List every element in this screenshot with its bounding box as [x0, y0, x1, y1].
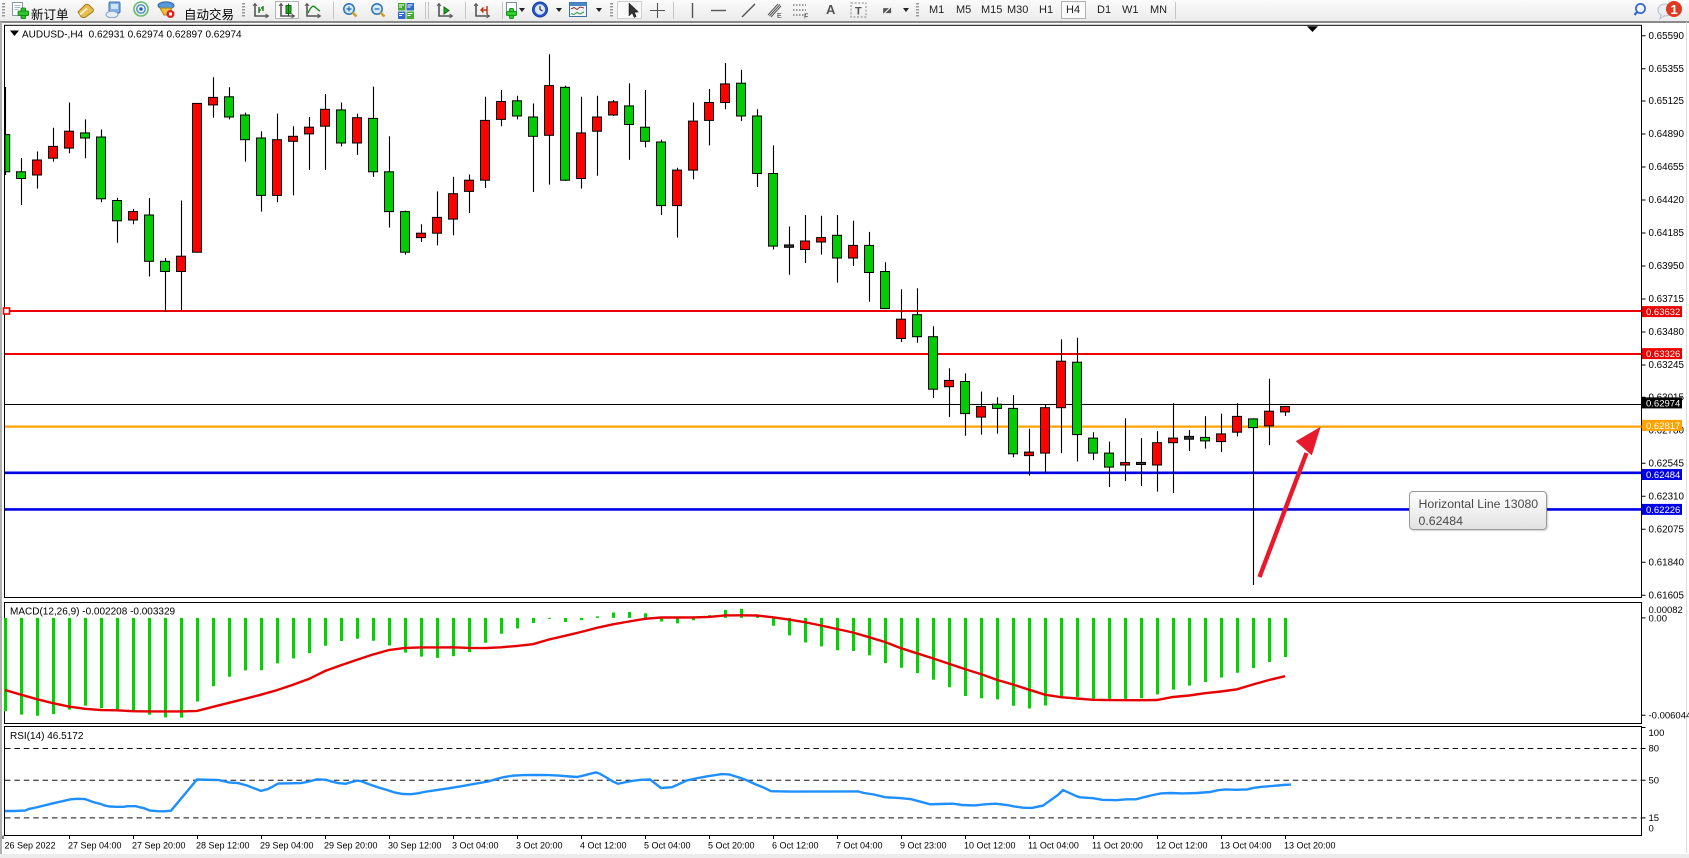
svg-text:30 Sep 12:00: 30 Sep 12:00: [388, 840, 442, 850]
svg-text:0.62974: 0.62974: [1646, 398, 1680, 409]
svg-text:MACD(12,26,9) -0.002208 -0.003: MACD(12,26,9) -0.002208 -0.003329: [10, 607, 176, 618]
svg-text:3 Oct 20:00: 3 Oct 20:00: [516, 840, 563, 850]
svg-text:0.64185: 0.64185: [1649, 228, 1685, 239]
svg-text:0.62310: 0.62310: [1649, 491, 1685, 502]
svg-text:13 Oct 20:00: 13 Oct 20:00: [1284, 840, 1336, 850]
svg-text:0.65590: 0.65590: [1649, 31, 1685, 42]
svg-text:E: E: [777, 13, 782, 19]
svg-text:10 Oct 12:00: 10 Oct 12:00: [964, 840, 1016, 850]
svg-text:80: 80: [1649, 744, 1660, 755]
svg-text:0: 0: [1649, 824, 1654, 835]
svg-text:0.63715: 0.63715: [1649, 294, 1685, 305]
svg-text:0.62780: 0.62780: [1649, 425, 1685, 436]
svg-text:3 Oct 04:00: 3 Oct 04:00: [452, 840, 499, 850]
svg-text:0.61840: 0.61840: [1649, 557, 1685, 568]
svg-text:0.65125: 0.65125: [1649, 96, 1685, 107]
svg-text:0.64890: 0.64890: [1649, 129, 1685, 140]
svg-text:29 Sep 04:00: 29 Sep 04:00: [260, 840, 314, 850]
svg-text:0.61605: 0.61605: [1649, 590, 1685, 601]
svg-text:0.63245: 0.63245: [1649, 360, 1685, 371]
svg-text:4 Oct 12:00: 4 Oct 12:00: [580, 840, 627, 850]
svg-text:0.64420: 0.64420: [1649, 195, 1685, 206]
svg-text:AUDUSD-,H4 0.62931 0.62974 0.: AUDUSD-,H4 0.62931 0.62974 0.62897 0.629…: [22, 30, 242, 41]
svg-text:RSI(14) 46.5172: RSI(14) 46.5172: [10, 731, 84, 742]
svg-text:5 Oct 04:00: 5 Oct 04:00: [644, 840, 691, 850]
svg-text:27 Sep 20:00: 27 Sep 20:00: [132, 840, 186, 850]
svg-text:26 Sep 2022: 26 Sep 2022: [5, 840, 56, 850]
svg-text:6 Oct 12:00: 6 Oct 12:00: [772, 840, 819, 850]
svg-text:11 Oct 04:00: 11 Oct 04:00: [1028, 840, 1079, 850]
svg-text:29 Sep 20:00: 29 Sep 20:00: [324, 840, 378, 850]
svg-text:T: T: [855, 6, 862, 18]
svg-text:28 Sep 12:00: 28 Sep 12:00: [196, 840, 250, 850]
svg-text:7 Oct 04:00: 7 Oct 04:00: [836, 840, 883, 850]
svg-text:0.63950: 0.63950: [1649, 261, 1685, 272]
svg-text:-0.006044: -0.006044: [1649, 711, 1689, 722]
svg-text:0.62226: 0.62226: [1646, 505, 1680, 516]
svg-text:0.62075: 0.62075: [1649, 524, 1685, 535]
svg-text:9 Oct 23:00: 9 Oct 23:00: [900, 840, 947, 850]
svg-text:5 Oct 20:00: 5 Oct 20:00: [708, 840, 755, 850]
svg-text:0.63480: 0.63480: [1649, 327, 1685, 338]
svg-text:0.62484: 0.62484: [1646, 470, 1680, 481]
svg-text:27 Sep 04:00: 27 Sep 04:00: [68, 840, 122, 850]
svg-text:0.65355: 0.65355: [1649, 64, 1685, 75]
svg-text:12 Oct 12:00: 12 Oct 12:00: [1156, 840, 1208, 850]
svg-text:0.62545: 0.62545: [1649, 458, 1685, 469]
svg-text:13 Oct 04:00: 13 Oct 04:00: [1220, 840, 1272, 850]
svg-text:0.63326: 0.63326: [1646, 349, 1680, 360]
svg-text:50: 50: [1649, 776, 1660, 787]
svg-text:F: F: [804, 14, 808, 21]
svg-text:0.64655: 0.64655: [1649, 162, 1685, 173]
svg-text:0.62817: 0.62817: [1646, 421, 1680, 432]
svg-text:100: 100: [1649, 728, 1665, 739]
svg-text:0.00: 0.00: [1649, 614, 1668, 625]
svg-text:0.63632: 0.63632: [1646, 307, 1680, 318]
svg-text:0.00082: 0.00082: [1649, 605, 1683, 616]
svg-text:11 Oct 20:00: 11 Oct 20:00: [1092, 840, 1143, 850]
svg-text:15: 15: [1649, 813, 1660, 824]
